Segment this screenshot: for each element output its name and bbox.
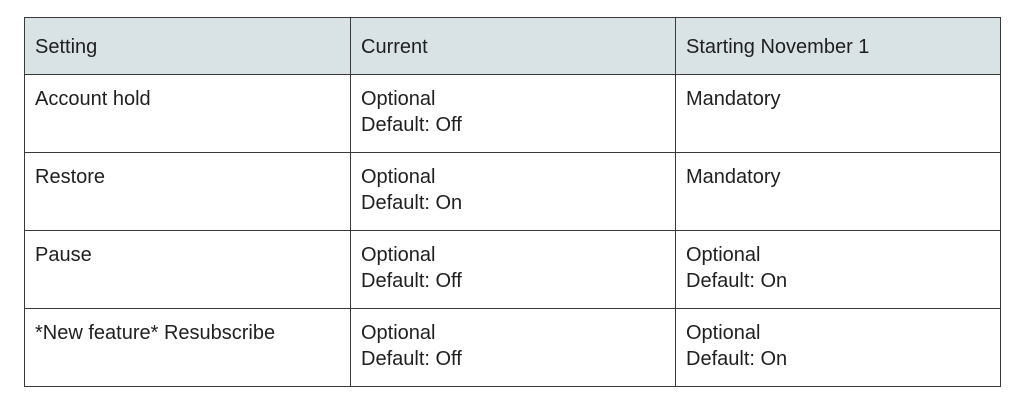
setting-name: Restore	[35, 166, 106, 188]
starting-status: Optional	[686, 244, 761, 266]
current-default: Default: Off	[361, 270, 462, 292]
current-default: Default: Off	[361, 114, 462, 136]
setting-cell: Restore	[24, 152, 351, 231]
current-cell: Optional Default: On	[350, 152, 676, 231]
starting-status: Mandatory	[686, 88, 781, 110]
setting-cell: Pause	[24, 230, 351, 309]
current-status: Optional	[361, 166, 436, 188]
current-default: Default: Off	[361, 348, 462, 370]
current-cell: Optional Default: Off	[350, 308, 676, 387]
header-starting-november-1: Starting November 1	[675, 17, 1001, 75]
table-row: Restore Optional Default: On Mandatory	[24, 152, 1001, 231]
header-current: Current	[350, 17, 676, 75]
starting-cell: Mandatory	[675, 152, 1001, 231]
setting-name: *New feature* Resubscribe	[35, 322, 276, 344]
current-default: Default: On	[361, 192, 463, 214]
table-body: Account hold Optional Default: Off Manda…	[24, 74, 1001, 387]
starting-cell: Optional Default: On	[675, 230, 1001, 309]
table-row: *New feature* Resubscribe Optional Defau…	[24, 308, 1001, 387]
starting-status: Optional	[686, 322, 761, 344]
starting-cell: Optional Default: On	[675, 308, 1001, 387]
setting-cell: *New feature* Resubscribe	[24, 308, 351, 387]
settings-comparison-table: Setting Current Starting November 1 Acco…	[24, 17, 1001, 387]
setting-cell: Account hold	[24, 74, 351, 153]
current-status: Optional	[361, 322, 436, 344]
starting-default: Default: On	[686, 348, 788, 370]
table-row: Pause Optional Default: Off Optional Def…	[24, 230, 1001, 309]
current-cell: Optional Default: Off	[350, 74, 676, 153]
table-header: Setting Current Starting November 1	[24, 17, 1001, 75]
starting-status: Mandatory	[686, 166, 781, 188]
current-status: Optional	[361, 244, 436, 266]
starting-default: Default: On	[686, 270, 788, 292]
setting-name: Pause	[35, 244, 92, 266]
header-setting: Setting	[24, 17, 351, 75]
current-cell: Optional Default: Off	[350, 230, 676, 309]
starting-cell: Mandatory	[675, 74, 1001, 153]
setting-name: Account hold	[35, 88, 151, 110]
current-status: Optional	[361, 88, 436, 110]
header-row: Setting Current Starting November 1	[24, 17, 1001, 75]
table-row: Account hold Optional Default: Off Manda…	[24, 74, 1001, 153]
